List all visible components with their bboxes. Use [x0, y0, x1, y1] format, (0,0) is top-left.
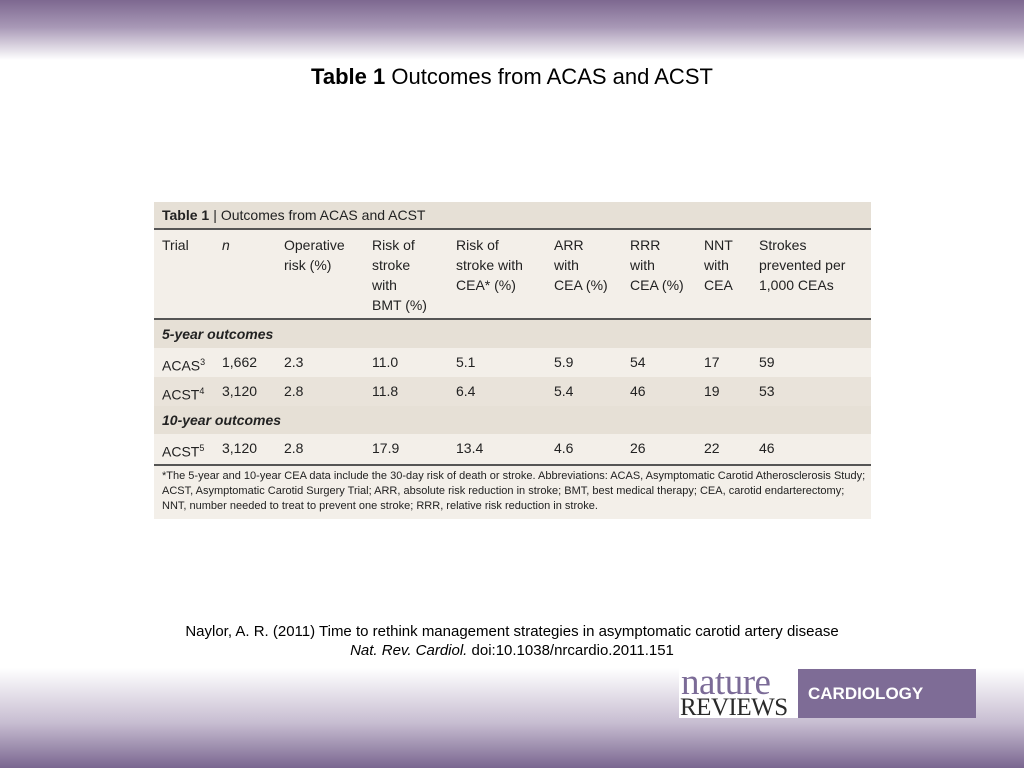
column-header-risk-bmt: Risk of stroke with BMT (%)	[372, 235, 427, 315]
trial-name: ACST	[162, 386, 200, 403]
column-header-line: ARR	[554, 237, 584, 253]
slide-title: Table 1 Outcomes from ACAS and ACST	[0, 64, 1024, 90]
cell-risk-cea: 5.1	[456, 354, 476, 370]
cell-rrr: 26	[630, 440, 646, 456]
citation-journal: Nat. Rev. Cardiol.	[350, 642, 468, 659]
logo-reviews-text: REVIEWS	[680, 694, 788, 721]
logo-section-label: CARDIOLOGY	[798, 669, 976, 718]
header-rule	[154, 318, 871, 320]
cell-arr: 5.4	[554, 383, 574, 399]
table-row: ACST4 3,120 2.8 11.8 6.4 5.4 46 19 53	[154, 377, 871, 406]
reference-superscript: 4	[199, 386, 205, 396]
cell-n: 1,662	[222, 354, 258, 370]
citation-line-1: Naylor, A. R. (2011) Time to rethink man…	[185, 623, 839, 640]
cell-risk-bmt: 17.9	[372, 440, 400, 456]
nature-reviews-cardiology-logo: nature REVIEWS CARDIOLOGY	[679, 662, 976, 721]
cell-nnt: 17	[704, 354, 720, 370]
slide-title-text: Outcomes from ACAS and ACST	[391, 64, 713, 89]
column-header-trial: Trial	[162, 235, 189, 255]
citation-line-2: Nat. Rev. Cardiol. doi:10.1038/nrcardio.…	[0, 641, 1024, 660]
table-row: ACST5 3,120 2.8 17.9 13.4 4.6 26 22 46	[154, 434, 871, 463]
column-header-line: with	[704, 257, 729, 273]
column-header-line: CEA (%)	[630, 277, 684, 293]
section-5-year: 5-year outcomes	[154, 320, 871, 348]
column-header-line: prevented per	[759, 257, 846, 273]
top-gradient-band	[0, 0, 1024, 60]
column-header-arr: ARR with CEA (%)	[554, 235, 608, 295]
cell-arr: 4.6	[554, 440, 574, 456]
cell-strokes-prevented: 59	[759, 354, 775, 370]
cell-risk-bmt: 11.8	[372, 383, 399, 399]
cell-risk-bmt: 11.0	[372, 354, 399, 370]
table-caption: Table 1 | Outcomes from ACAS and ACST	[154, 202, 871, 230]
footnote-rule	[154, 464, 871, 466]
trial-name: ACST	[162, 443, 200, 460]
column-header-line: with	[630, 257, 655, 273]
table-footnote: *The 5-year and 10-year CEA data include…	[162, 470, 866, 512]
column-header-rrr: RRR with CEA (%)	[630, 235, 684, 295]
cell-risk-cea: 6.4	[456, 383, 476, 399]
section-10-year: 10-year outcomes	[154, 406, 871, 434]
cell-operative-risk: 2.3	[284, 354, 304, 370]
cell-rrr: 46	[630, 383, 646, 399]
logo-nature-text: nature	[681, 662, 771, 703]
cell-risk-cea: 13.4	[456, 440, 484, 456]
column-header-line: with	[372, 277, 397, 293]
column-header-risk-cea: Risk of stroke with CEA* (%)	[456, 235, 523, 295]
column-header-line: stroke	[372, 257, 411, 273]
cell-trial: ACST5	[162, 434, 204, 467]
column-header-line: Risk of	[456, 237, 499, 253]
column-header-n: n	[222, 235, 230, 255]
column-header-line: NNT	[704, 237, 733, 253]
reference-superscript: 5	[199, 443, 205, 453]
column-header-operative-risk: Operative risk (%)	[284, 235, 345, 275]
table-caption-label: Table 1	[162, 207, 210, 223]
trial-name: ACAS	[162, 357, 201, 374]
cell-trial: ACST4	[162, 377, 204, 410]
cell-nnt: 22	[704, 440, 720, 456]
column-header-line: BMT (%)	[372, 297, 427, 313]
cell-nnt: 19	[704, 383, 720, 399]
cell-strokes-prevented: 46	[759, 440, 775, 456]
column-header-line: n	[222, 237, 230, 253]
cell-operative-risk: 2.8	[284, 440, 304, 456]
column-header-line: Strokes	[759, 237, 807, 253]
cell-operative-risk: 2.8	[284, 383, 304, 399]
column-header-line: 1,000 CEAs	[759, 277, 834, 293]
table-row: ACAS3 1,662 2.3 11.0 5.1 5.9 54 17 59	[154, 348, 871, 377]
table-caption-separator: |	[213, 207, 217, 223]
cell-n: 3,120	[222, 383, 258, 399]
cell-arr: 5.9	[554, 354, 574, 370]
column-header-line: RRR	[630, 237, 661, 253]
column-header-nnt: NNT with CEA	[704, 235, 733, 295]
column-header-line: CEA	[704, 277, 733, 293]
table-caption-text: Outcomes from ACAS and ACST	[220, 207, 426, 223]
column-header-line: CEA (%)	[554, 277, 608, 293]
reference-superscript: 3	[200, 357, 206, 367]
cell-n: 3,120	[222, 440, 258, 456]
column-header-line: CEA* (%)	[456, 277, 516, 293]
logo-wordmark-box: nature REVIEWS	[679, 662, 798, 721]
column-header-line: Trial	[162, 237, 189, 253]
outcomes-table: Table 1 | Outcomes from ACAS and ACST Tria…	[154, 202, 871, 519]
slide-title-bold: Table 1	[311, 64, 386, 89]
column-header-line: with	[554, 257, 579, 273]
column-header-line: stroke with	[456, 257, 523, 273]
cell-rrr: 54	[630, 354, 646, 370]
cell-trial: ACAS3	[162, 348, 205, 381]
column-header-line: Risk of	[372, 237, 415, 253]
column-header-line: Operative	[284, 237, 345, 253]
column-header-strokes-prevented: Strokes prevented per 1,000 CEAs	[759, 235, 845, 295]
citation: Naylor, A. R. (2011) Time to rethink man…	[0, 622, 1024, 660]
column-header-line: risk (%)	[284, 257, 332, 273]
citation-doi: doi:10.1038/nrcardio.2011.151	[471, 642, 674, 659]
cell-strokes-prevented: 53	[759, 383, 775, 399]
